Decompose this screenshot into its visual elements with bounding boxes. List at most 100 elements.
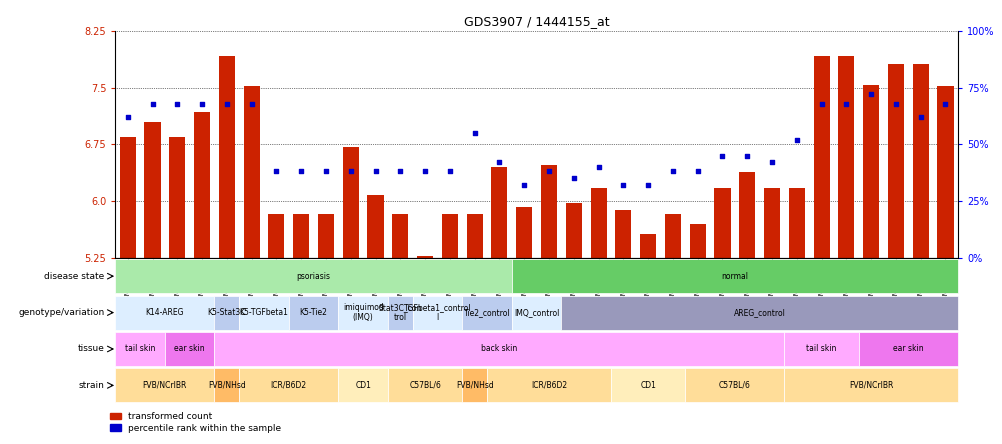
Point [193, 100, 209, 107]
Bar [218, 56, 234, 258]
Point [516, 182, 532, 189]
Bar [214, 332, 784, 366]
Point [838, 100, 854, 107]
Text: ear skin: ear skin [174, 345, 204, 353]
Point [343, 168, 359, 175]
Point [293, 168, 309, 175]
Point [738, 152, 755, 159]
Text: AREG_control: AREG_control [732, 308, 785, 317]
Bar [164, 332, 214, 366]
Text: Stat3C_con
trol: Stat3C_con trol [378, 303, 422, 322]
Bar [466, 214, 482, 258]
Bar [367, 195, 383, 258]
Bar [343, 147, 359, 258]
Point [788, 136, 804, 143]
Bar [392, 214, 408, 258]
Bar [388, 296, 412, 329]
Point [937, 100, 953, 107]
Text: back skin: back skin [481, 345, 517, 353]
Text: IMQ_control: IMQ_control [513, 308, 559, 317]
Point [912, 114, 928, 121]
Text: imiquimod
(IMQ): imiquimod (IMQ) [343, 303, 383, 322]
Point [713, 152, 729, 159]
Bar [764, 188, 780, 258]
Point [417, 168, 433, 175]
Text: K5-Tie2: K5-Tie2 [300, 308, 328, 317]
Bar [912, 63, 928, 258]
Text: psoriasis: psoriasis [297, 272, 331, 281]
Bar [214, 369, 239, 402]
Bar [713, 188, 729, 258]
Text: K5-TGFbeta1: K5-TGFbeta1 [239, 308, 289, 317]
Point [392, 168, 408, 175]
Bar [338, 296, 388, 329]
Point [664, 168, 680, 175]
Bar [862, 85, 879, 258]
Text: C57BL/6: C57BL/6 [718, 381, 750, 390]
Bar [119, 137, 135, 258]
Bar [858, 332, 957, 366]
Bar [540, 165, 556, 258]
Bar [239, 296, 289, 329]
Text: FVB/NCrIBR: FVB/NCrIBR [142, 381, 187, 390]
Bar [243, 86, 260, 258]
Title: GDS3907 / 1444155_at: GDS3907 / 1444155_at [463, 16, 609, 28]
Bar [214, 296, 239, 329]
Text: CD1: CD1 [639, 381, 655, 390]
Point [169, 100, 185, 107]
Bar [144, 122, 160, 258]
Point [689, 168, 705, 175]
Text: normal: normal [720, 272, 747, 281]
Point [614, 182, 630, 189]
Bar [487, 369, 610, 402]
Bar [293, 214, 309, 258]
Bar [441, 214, 458, 258]
Point [119, 114, 135, 121]
Point [764, 159, 780, 166]
Point [590, 163, 606, 170]
Point [144, 100, 160, 107]
Point [540, 168, 556, 175]
Bar [289, 296, 338, 329]
Bar [115, 332, 164, 366]
Text: strain: strain [78, 381, 104, 390]
Point [318, 168, 334, 175]
Bar [388, 369, 462, 402]
Point [491, 159, 507, 166]
Bar [338, 369, 388, 402]
Text: FVB/NCrIBR: FVB/NCrIBR [848, 381, 893, 390]
Text: K14-AREG: K14-AREG [145, 308, 184, 317]
Text: ear skin: ear skin [892, 345, 923, 353]
Bar [590, 188, 606, 258]
Point [218, 100, 234, 107]
Point [639, 182, 655, 189]
Bar [639, 234, 655, 258]
Bar [269, 214, 285, 258]
Bar [462, 296, 511, 329]
Point [565, 175, 581, 182]
Point [269, 168, 285, 175]
Bar [610, 369, 684, 402]
Bar [491, 167, 507, 258]
Text: TGFbeta1_control
l: TGFbeta1_control l [403, 303, 471, 322]
Text: ICR/B6D2: ICR/B6D2 [271, 381, 307, 390]
Bar [664, 214, 680, 258]
Bar [412, 296, 462, 329]
Bar [115, 259, 511, 293]
Text: C57BL/6: C57BL/6 [409, 381, 441, 390]
Point [367, 168, 383, 175]
Bar [462, 369, 487, 402]
Bar [784, 369, 957, 402]
Bar [689, 224, 705, 258]
Bar [318, 214, 334, 258]
Text: tissue: tissue [77, 345, 104, 353]
Point [466, 130, 482, 137]
Point [887, 100, 903, 107]
Text: ICR/B6D2: ICR/B6D2 [530, 381, 566, 390]
Bar [684, 369, 784, 402]
Text: genotype/variation: genotype/variation [18, 308, 104, 317]
Point [243, 100, 260, 107]
Bar [511, 259, 957, 293]
Text: tail skin: tail skin [806, 345, 836, 353]
Bar [561, 296, 957, 329]
